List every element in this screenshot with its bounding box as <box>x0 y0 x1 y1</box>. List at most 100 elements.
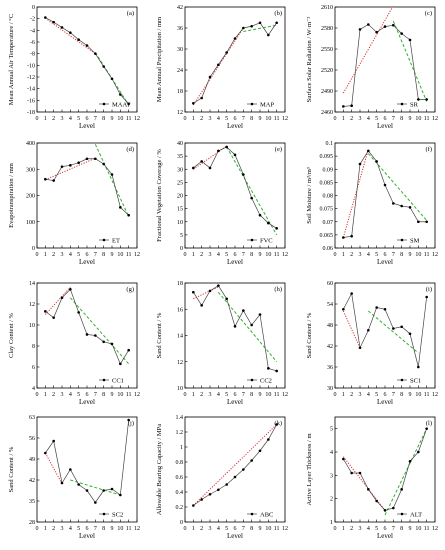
legend-label: ALT <box>410 511 422 518</box>
fit-line-dashed <box>226 146 278 236</box>
legend-marker <box>250 102 254 106</box>
data-point <box>367 328 370 332</box>
x-tick-label: 9 <box>409 392 412 398</box>
data-point <box>275 227 278 230</box>
y-tick-label: 400 <box>26 141 35 147</box>
x-tick-label: 7 <box>242 252 245 258</box>
data-point <box>375 499 378 503</box>
y-tick-label: 20 <box>177 194 183 200</box>
fit-line-dashed <box>243 24 277 32</box>
data-point <box>250 323 253 327</box>
panel-label: (i) <box>426 286 432 293</box>
x-tick-label: 2 <box>200 252 203 258</box>
x-tick-label: 9 <box>409 526 412 532</box>
data-point <box>77 161 80 164</box>
data-point <box>60 165 64 168</box>
legend-label: SM <box>410 237 420 244</box>
x-tick-label: 10 <box>415 252 421 258</box>
fit-line-dashed <box>217 291 278 363</box>
data-point <box>425 220 428 224</box>
data-point <box>392 506 395 510</box>
data-point <box>127 418 130 422</box>
y-axis-label: Surface Solar Radiation / W·m⁻² <box>306 17 313 103</box>
x-tick-label: 2 <box>52 116 55 122</box>
y-tick-label: 15 <box>177 207 183 213</box>
x-tick-label: 5 <box>375 252 378 258</box>
fit-line-dotted <box>342 456 386 511</box>
data-point <box>44 451 47 455</box>
data-point <box>225 483 228 486</box>
x-tick-label: 10 <box>265 116 271 122</box>
x-tick-label: 6 <box>384 526 387 532</box>
x-tick-label: 8 <box>102 392 105 398</box>
data-point <box>367 23 370 26</box>
x-tick-label: 5 <box>375 116 378 122</box>
x-tick-label: 4 <box>367 252 370 258</box>
y-tick-label: 1.4 <box>176 415 184 421</box>
x-tick-label: 12 <box>134 526 140 532</box>
data-point <box>358 471 362 475</box>
y-tick-label: 18 <box>177 281 183 287</box>
data-point <box>258 21 262 25</box>
y-tick-label: 2 <box>330 497 333 503</box>
legend-marker <box>250 512 254 516</box>
data-point <box>110 77 114 81</box>
data-point <box>200 96 203 100</box>
y-tick-label: 40 <box>177 141 183 147</box>
x-axis-label: Level <box>377 122 393 130</box>
data-point <box>119 206 122 209</box>
fit-line-dotted <box>44 286 71 315</box>
x-tick-label: 4 <box>69 392 72 398</box>
x-tick-label: 11 <box>126 526 132 532</box>
data-point <box>44 177 47 181</box>
legend-marker <box>102 102 106 106</box>
plot-frame <box>184 416 286 523</box>
x-tick-label: 10 <box>117 252 123 258</box>
y-tick-label: 10 <box>177 386 183 392</box>
y-axis-label: Soil Moisture / m³/m³ <box>306 167 313 223</box>
x-tick-label: 1 <box>192 252 195 258</box>
y-tick-label: 0.075 <box>320 207 334 213</box>
y-tick-label: 0.8 <box>176 460 184 466</box>
y-axis-label: Fractional Vegetation Coverage / % <box>156 149 163 242</box>
series-line <box>343 24 427 107</box>
data-point <box>400 325 403 329</box>
x-tick-label: 1 <box>342 252 345 258</box>
data-point <box>342 236 345 239</box>
x-tick-label: 5 <box>225 526 228 532</box>
y-tick-label: 25 <box>177 180 183 186</box>
series-line <box>45 158 129 216</box>
y-tick-label: 0.065 <box>320 233 334 239</box>
legend-label: CC2 <box>260 377 272 384</box>
x-tick-label: 4 <box>69 526 72 532</box>
plot-frame <box>334 416 436 523</box>
x-tick-label: 6 <box>86 526 89 532</box>
data-point <box>258 449 262 453</box>
data-point <box>52 179 55 182</box>
y-tick-label: -12 <box>27 75 35 81</box>
x-tick-label: 3 <box>209 252 212 258</box>
y-tick-label: 63 <box>29 415 35 421</box>
x-tick-label: 11 <box>274 526 280 532</box>
legend-label: MAAT <box>112 101 130 108</box>
fit-line-dotted <box>44 452 63 484</box>
x-tick-label: 9 <box>111 526 114 532</box>
x-tick-label: 9 <box>111 252 114 258</box>
x-tick-label: 4 <box>217 392 220 398</box>
data-point <box>69 164 72 167</box>
data-point <box>425 295 428 299</box>
x-tick-label: 1 <box>44 392 47 398</box>
x-tick-label: 5 <box>225 392 228 398</box>
data-point <box>233 475 237 479</box>
y-tick-label: 42 <box>327 344 333 350</box>
data-point <box>392 23 395 27</box>
series-line <box>45 17 129 105</box>
x-tick-label: 6 <box>234 116 237 122</box>
legend-label: MAP <box>260 101 274 108</box>
x-tick-label: 3 <box>61 252 64 258</box>
x-axis-label: Level <box>79 398 95 406</box>
x-tick-label: 8 <box>102 252 105 258</box>
data-point <box>242 26 245 30</box>
